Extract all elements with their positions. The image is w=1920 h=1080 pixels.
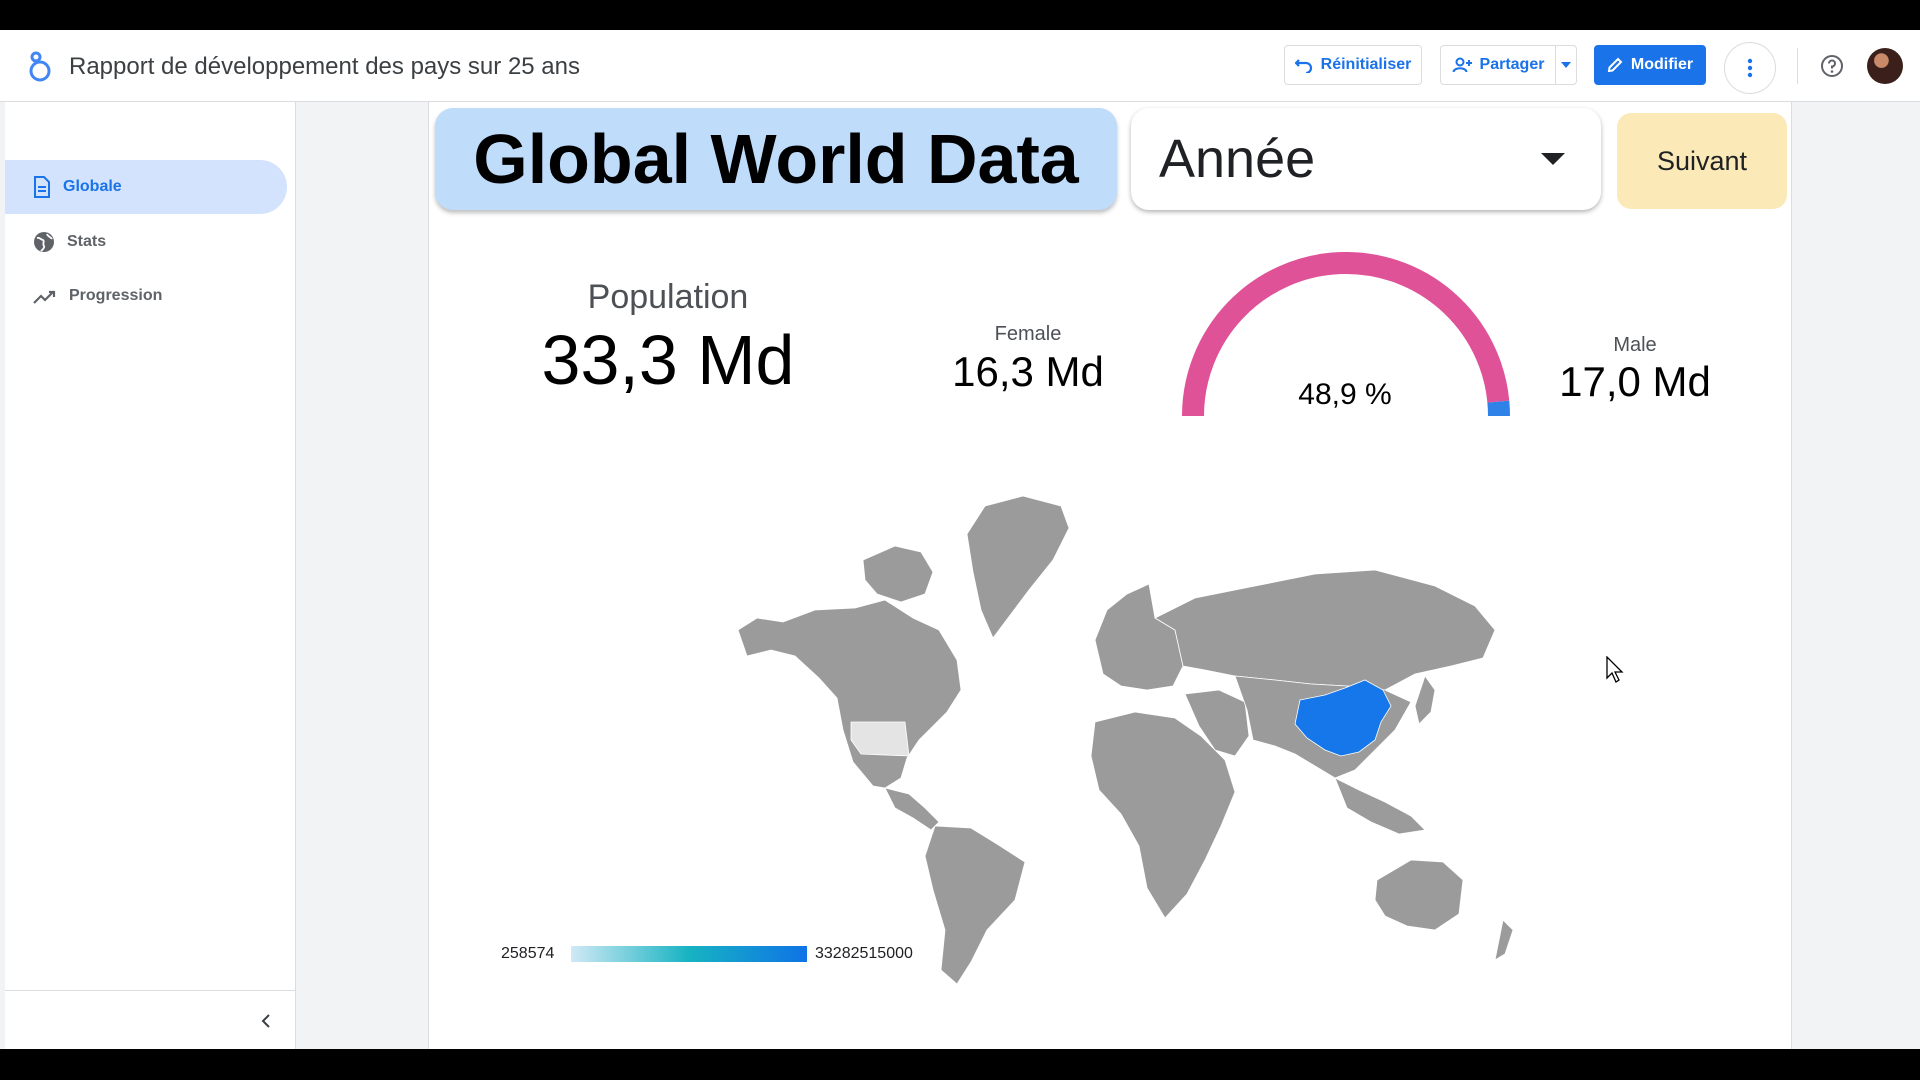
male-value: 17,0 Md (1559, 358, 1711, 405)
add-person-icon (1452, 57, 1472, 73)
globe-icon (34, 232, 54, 252)
sidebar-item-progression[interactable]: Progression (5, 269, 287, 323)
edit-label: Modifier (1630, 56, 1694, 73)
legend-color-scale (571, 946, 807, 962)
population-value: 33,3 Md (541, 321, 795, 399)
map-region-japan (1414, 675, 1436, 725)
trend-icon (33, 290, 56, 304)
edit-button[interactable]: Modifier (1594, 45, 1706, 85)
more-vert-icon (1747, 58, 1753, 78)
reset-label: Réinitialiser (1320, 56, 1412, 73)
map-region-canada-islands (862, 545, 934, 603)
mouse-cursor-icon (1606, 656, 1624, 683)
toolbar-divider (1797, 48, 1798, 84)
map-region-middle-east (1184, 689, 1250, 757)
map-region-europe (1094, 583, 1184, 691)
undo-icon (1294, 59, 1312, 73)
map-region-australia (1374, 859, 1464, 931)
caret-down-icon (1561, 62, 1571, 68)
year-dropdown[interactable]: Année (1131, 108, 1601, 210)
share-button[interactable]: Partager (1440, 45, 1556, 85)
sidebar-item-label: Stats (67, 233, 107, 250)
gender-ratio-gauge (1182, 252, 1510, 417)
legend-max-value: 33282515000 (815, 945, 913, 962)
user-avatar[interactable] (1867, 48, 1903, 84)
world-population-map[interactable] (735, 490, 1525, 990)
map-region-russia (1154, 569, 1496, 691)
next-button[interactable]: Suivant (1617, 113, 1787, 209)
looker-studio-logo-icon (29, 51, 51, 82)
sidebar-item-label: Progression (69, 287, 163, 304)
map-region-africa (1090, 711, 1236, 919)
sidebar: Globale Stats Progression (5, 102, 296, 1049)
female-value: 16,3 Md (952, 348, 1104, 395)
document-icon (34, 176, 50, 198)
map-region-southeast-asia (1334, 777, 1426, 835)
map-region-new-zealand (1494, 919, 1514, 961)
population-label: Population (587, 278, 749, 316)
map-region-south-america (924, 825, 1026, 985)
share-label: Partager (1479, 56, 1545, 73)
map-region-greenland (966, 495, 1070, 639)
gauge-male-arc (1487, 400, 1510, 417)
map-highlight-china (1294, 679, 1392, 757)
map-land (737, 495, 1514, 985)
legend-min-value: 258574 (501, 945, 555, 962)
top-bar: Rapport de développement des pays sur 25… (0, 30, 1920, 102)
map-region-central-america (884, 787, 940, 831)
male-label: Male (1613, 334, 1657, 356)
pencil-icon (1607, 57, 1623, 73)
map-region-north-america (737, 599, 962, 789)
gauge-value: 48,9 % (1298, 378, 1392, 411)
chevron-left-icon[interactable] (260, 1013, 272, 1029)
sidebar-item-stats[interactable]: Stats (5, 215, 287, 269)
help-icon[interactable] (1820, 54, 1844, 78)
report-title[interactable]: Rapport de développement des pays sur 25… (69, 53, 580, 80)
gauge-female-arc (1182, 252, 1510, 417)
year-dropdown-label: Année (1159, 129, 1316, 189)
female-label: Female (994, 323, 1062, 345)
report-canvas (428, 102, 1792, 1049)
caret-down-icon (1541, 153, 1565, 165)
dashboard-title: Global World Data (435, 108, 1117, 210)
reset-button[interactable]: Réinitialiser (1284, 45, 1422, 85)
sidebar-item-globale[interactable]: Globale (5, 160, 287, 214)
share-options-dropdown[interactable] (1555, 45, 1577, 85)
more-options-button[interactable] (1724, 42, 1776, 94)
map-highlight-usa (850, 721, 910, 757)
sidebar-footer (5, 990, 295, 1049)
sidebar-item-label: Globale (63, 178, 122, 195)
